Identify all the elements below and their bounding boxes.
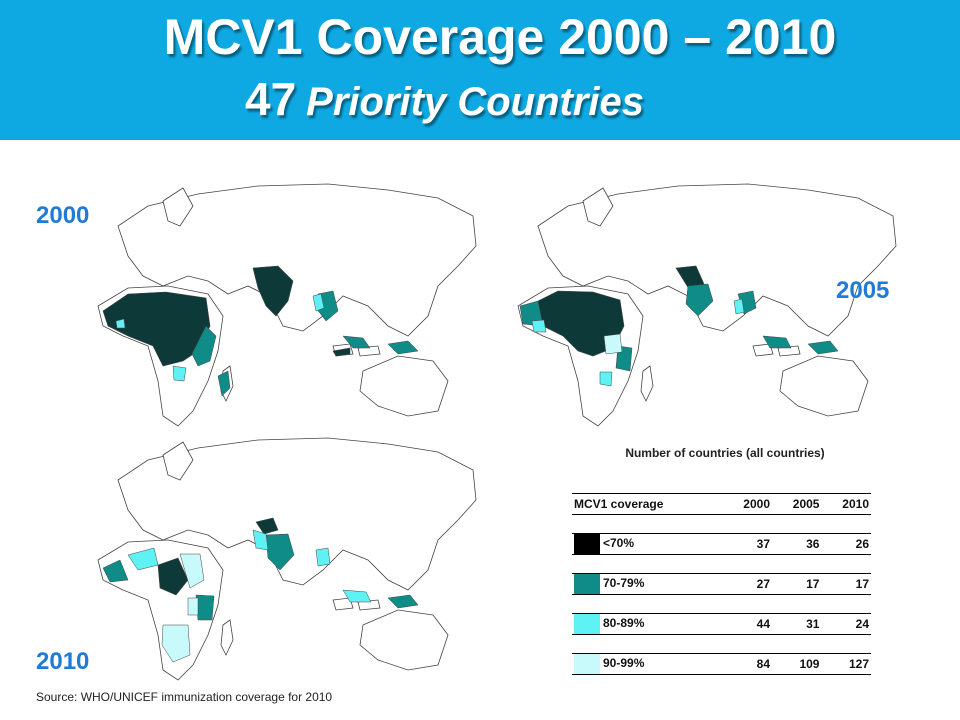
table-row: <70% 37 36 26 <box>572 533 871 555</box>
legend-swatch-80-89 <box>574 614 600 634</box>
slide-title: MCV1 Coverage 2000 – 2010 <box>163 9 837 65</box>
year-label-2010: 2010 <box>36 648 90 675</box>
row-label: <70% <box>603 536 635 551</box>
cell-2000: 44 <box>722 613 772 635</box>
cell-2000: 37 <box>722 533 772 555</box>
row-label: 80-89% <box>603 616 645 631</box>
row-label-cell: 80-89% <box>572 613 723 635</box>
year-label-2000: 2000 <box>36 202 90 229</box>
table-row: 80-89% 44 31 24 <box>572 613 871 635</box>
cell-2010: 17 <box>821 573 871 595</box>
row-label: 90-99% <box>603 656 645 671</box>
cell-2005: 17 <box>772 573 822 595</box>
cell-2005: 109 <box>772 653 822 675</box>
legend-swatch-lt70 <box>574 534 600 554</box>
table-header-row: MCV1 coverage 2000 2005 2010 <box>572 493 871 515</box>
col-header-2010: 2010 <box>821 493 871 515</box>
table-caption: Number of countries (all countries) <box>625 446 825 460</box>
cell-2005: 36 <box>772 533 822 555</box>
row-label: 70-79% <box>603 576 645 591</box>
col-header-2000: 2000 <box>722 493 772 515</box>
cell-2010: 127 <box>821 653 871 675</box>
cell-2000: 84 <box>722 653 772 675</box>
cell-2010: 26 <box>821 533 871 555</box>
table-spacer <box>572 554 871 574</box>
table-spacer <box>572 515 871 534</box>
year-label-2005: 2005 <box>836 277 890 304</box>
subtitle-number: 47 <box>245 73 297 125</box>
slide-subtitle: 47 Priority Countries <box>245 72 644 126</box>
col-header-2005: 2005 <box>772 493 822 515</box>
map-2005 <box>517 183 897 427</box>
row-label-cell: 90-99% <box>572 653 723 675</box>
subtitle-text: Priority Countries <box>306 80 645 124</box>
legend-swatch-90-99 <box>574 654 600 674</box>
legend-swatch-70-79 <box>574 574 600 594</box>
cell-2000: 27 <box>722 573 772 595</box>
coverage-table: MCV1 coverage 2000 2005 2010 <70% 37 36 … <box>572 493 871 675</box>
title-banner: MCV1 Coverage 2000 – 2010 47 Priority Cou… <box>0 0 960 140</box>
map-2010 <box>97 437 477 681</box>
col-header-coverage: MCV1 coverage <box>572 493 723 515</box>
cell-2005: 31 <box>772 613 822 635</box>
row-label-cell: <70% <box>572 533 723 555</box>
table-spacer <box>572 594 871 614</box>
source-note: Source: WHO/UNICEF immunization coverage… <box>36 690 333 704</box>
table-row: 70-79% 27 17 17 <box>572 573 871 595</box>
table-spacer <box>572 634 871 654</box>
map-2000 <box>97 183 477 427</box>
cell-2010: 24 <box>821 613 871 635</box>
row-label-cell: 70-79% <box>572 573 723 595</box>
table-row: 90-99% 84 109 127 <box>572 653 871 675</box>
